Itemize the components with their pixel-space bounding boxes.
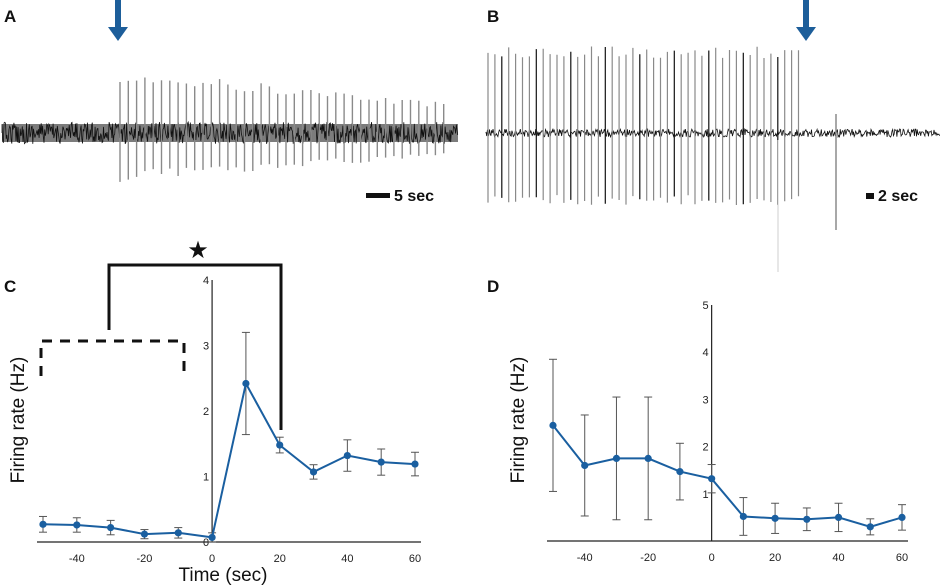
x-tick-label: -20 [640,552,656,564]
y-tick-label: 1 [703,489,709,501]
x-tick-label: 60 [896,552,908,564]
y-tick-label: 3 [703,394,709,406]
data-point [708,475,716,483]
stimulus-arrow-b-icon [796,0,816,41]
data-point [834,513,843,522]
x-tick-label: 0 [709,552,715,564]
data-point [39,520,47,528]
x-tick-label: 0 [209,553,215,565]
noise-trace [485,127,940,139]
trace-b [485,46,940,272]
scale-bar-a [366,193,390,198]
data-point [309,468,318,476]
x-tick-label: -40 [577,552,593,564]
data-point [343,451,351,460]
x-tick-label: 20 [274,553,286,565]
data-point [276,441,284,449]
y-tick-label: 2 [703,442,709,454]
significance-bracket: ★ [39,236,283,430]
scale-bar-b [866,193,874,199]
data-point [803,515,811,523]
x-axis-title-c: Time (sec) [178,565,267,586]
chart-d: -40 -20 0 20 40 60 1 2 3 4 5 [547,300,908,564]
panel-letter-a: A [4,7,16,26]
y-tick-label: 4 [203,275,209,287]
data-point [242,379,250,388]
y-tick-label: 3 [203,341,209,353]
y-axis-title-c: Firing rate (Hz) [8,357,29,484]
series-line [552,424,903,528]
data-point [644,454,652,462]
data-point [739,512,747,521]
scale-label-b: 2 sec [878,188,918,205]
data-point [866,523,874,531]
stimulus-arrow-a-icon [108,0,128,41]
data-point [140,530,149,538]
data-point [612,454,621,462]
panel-letter-d: D [487,277,499,296]
y-axis-title-d: Firing rate (Hz) [508,357,529,484]
y-tick-label: 1 [203,472,209,484]
panel-letter-c: C [4,277,16,296]
data-point [898,513,906,522]
x-tick-label: -40 [69,553,85,565]
data-point [208,533,216,542]
x-tick-label: 40 [341,553,353,565]
scale-label-a: 5 sec [394,188,434,205]
data-point [73,521,81,529]
x-tick-label: 20 [769,552,781,564]
data-point [411,460,419,468]
data-point [107,523,115,532]
y-tick-label: 0 [203,537,209,549]
trace-a [1,77,459,182]
data-point [771,514,779,522]
data-point [549,421,557,429]
trace-band [2,124,458,142]
data-point [676,468,684,476]
panel-letter-b: B [487,7,499,26]
y-tick-label: 4 [703,347,709,359]
y-tick-label: 5 [703,300,709,312]
data-point [377,458,385,466]
series-line [42,380,416,539]
data-point [174,529,182,537]
chart-c: -40 -20 0 20 40 60 0 1 2 3 4 [37,275,421,565]
significance-star: ★ [187,236,209,264]
x-tick-label: 60 [409,553,421,565]
y-tick-label: 2 [203,406,209,418]
data-point [581,461,589,470]
x-tick-label: 40 [832,552,844,564]
x-tick-label: -20 [137,553,153,565]
